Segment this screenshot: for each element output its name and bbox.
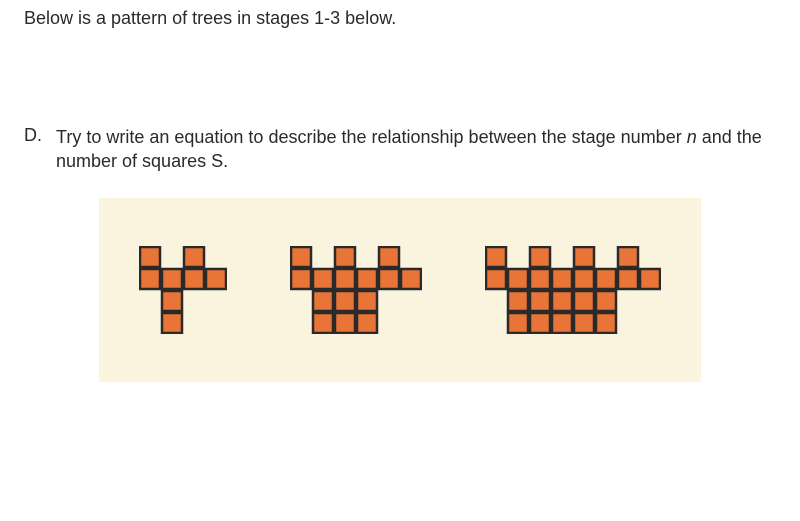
square [530,269,550,289]
square [335,313,355,333]
square [574,291,594,311]
square [291,269,311,289]
square [140,247,160,267]
square [552,269,572,289]
square [357,269,377,289]
square [508,269,528,289]
square [552,313,572,333]
tree-stage-1 [139,246,227,334]
square [335,247,355,267]
square [530,313,550,333]
square [379,269,399,289]
square [574,247,594,267]
square [486,269,506,289]
square [486,247,506,267]
square [140,269,160,289]
square [618,247,638,267]
question-var-n: n [687,127,697,147]
tree-stage-3 [485,246,661,334]
question-row: D. Try to write an equation to describe … [24,125,776,174]
square [162,291,182,311]
square [596,269,616,289]
square [313,269,333,289]
question-body: Try to write an equation to describe the… [56,125,776,174]
pattern-figure [99,198,701,382]
square [162,269,182,289]
square [379,247,399,267]
square [508,313,528,333]
square [184,247,204,267]
square [596,313,616,333]
square [206,269,226,289]
square [508,291,528,311]
square [574,313,594,333]
square [291,247,311,267]
square [401,269,421,289]
square [184,269,204,289]
square [335,291,355,311]
tree-stage-2 [290,246,422,334]
square [552,291,572,311]
square [530,247,550,267]
square [618,269,638,289]
question-body-1: Try to write an equation to describe the… [56,127,687,147]
square [313,313,333,333]
square [335,269,355,289]
square [357,313,377,333]
square [313,291,333,311]
square [574,269,594,289]
question-letter: D. [24,125,56,146]
figure-wrap [24,198,776,382]
square [640,269,660,289]
intro-text: Below is a pattern of trees in stages 1-… [24,8,776,29]
square [596,291,616,311]
square [162,313,182,333]
square [357,291,377,311]
square [530,291,550,311]
